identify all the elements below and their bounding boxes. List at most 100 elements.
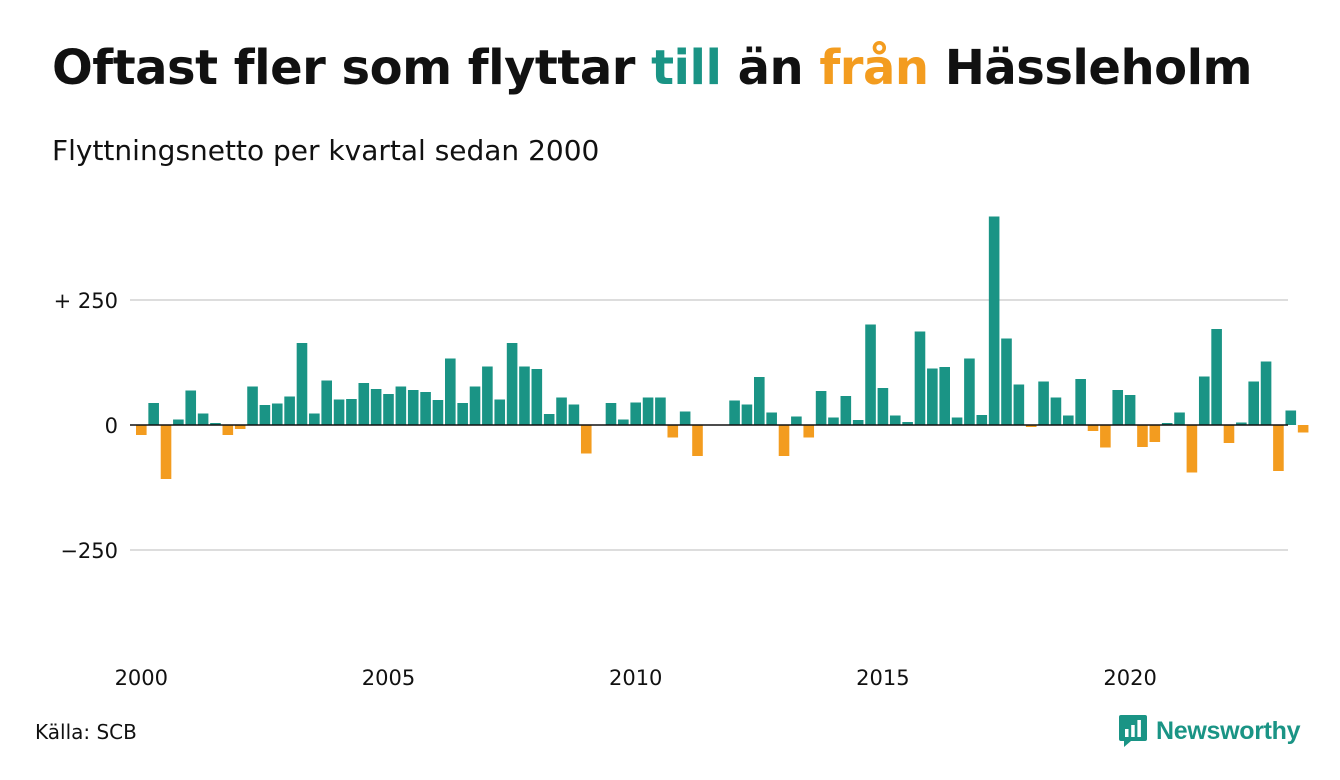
bar-positive: [420, 392, 431, 425]
bar-negative: [1087, 425, 1099, 431]
bar-positive: [815, 391, 827, 425]
bar-positive: [729, 400, 740, 425]
bar-positive: [1161, 423, 1173, 425]
bar-negative: [1223, 425, 1235, 443]
bar-negative: [160, 425, 172, 479]
bar-positive: [494, 399, 506, 425]
bar-positive: [1038, 381, 1049, 425]
bar-positive: [519, 366, 530, 425]
bar-positive: [333, 399, 345, 425]
bar-positive: [679, 411, 691, 425]
bar-positive: [556, 397, 567, 425]
bar-positive: [655, 397, 666, 425]
bar-negative: [1137, 425, 1148, 447]
grid-lines: [130, 299, 1288, 551]
bar-negative: [136, 425, 147, 435]
bar-positive: [296, 343, 308, 425]
bar-negative: [692, 425, 703, 456]
bar-positive: [1013, 384, 1025, 425]
title-part2: än: [721, 40, 820, 96]
bar-negative: [1100, 425, 1111, 448]
bar-positive: [407, 390, 419, 425]
x-tick-label: 2005: [362, 666, 415, 690]
x-tick-label: 2000: [115, 666, 168, 690]
bar-negative: [1186, 425, 1198, 473]
bar-positive: [1174, 412, 1185, 425]
chart-title: Oftast fler som flyttar till än från Häs…: [52, 40, 1253, 96]
bar-positive: [877, 388, 889, 425]
bar-positive: [852, 420, 864, 425]
bar-positive: [1236, 422, 1247, 425]
bar-positive: [148, 403, 159, 425]
x-tick-label: 2020: [1103, 666, 1156, 690]
bar-positive: [506, 343, 518, 425]
x-tick-label: 2010: [609, 666, 662, 690]
bar-negative: [778, 425, 790, 456]
bar-positive: [321, 380, 332, 425]
bar-positive: [1285, 410, 1297, 425]
bar-positive: [346, 399, 357, 425]
bar-positive: [358, 383, 370, 425]
bar-positive: [791, 416, 802, 425]
title-part3: Hässleholm: [928, 40, 1253, 96]
bar-positive: [383, 394, 394, 425]
y-tick-label: + 250: [54, 289, 118, 313]
bar-positive: [1001, 338, 1012, 425]
bar-positive: [1248, 381, 1259, 425]
bar-positive: [370, 389, 382, 425]
bar-negative: [222, 425, 234, 435]
bar-positive: [568, 404, 580, 425]
title-part1: Oftast fler som flyttar: [52, 40, 652, 96]
bar-positive: [889, 415, 901, 425]
bar-positive: [1198, 376, 1210, 425]
bar-positive: [1260, 361, 1272, 425]
bar-positive: [865, 324, 876, 425]
y-axis-ticks: + 250 0 −250: [54, 289, 118, 563]
bar-positive: [1112, 390, 1124, 425]
bar-positive: [469, 386, 481, 425]
bar-positive: [840, 396, 852, 425]
bars: [136, 216, 1309, 479]
bar-positive: [482, 366, 493, 425]
bar-positive: [828, 417, 839, 425]
bar-negative: [1273, 425, 1284, 471]
bar-negative: [667, 425, 679, 438]
source-label: Källa: SCB: [35, 720, 137, 744]
bar-positive: [173, 419, 184, 425]
title-till: till: [651, 40, 722, 96]
bar-positive: [259, 405, 271, 425]
bar-negative: [1025, 425, 1037, 427]
bar-positive: [210, 423, 221, 425]
bar-positive: [1050, 397, 1062, 425]
y-tick-label: −250: [60, 539, 118, 563]
bar-positive: [914, 331, 926, 425]
bar-negative: [803, 425, 815, 438]
bar-positive: [939, 367, 950, 425]
bar-positive: [964, 358, 975, 425]
bar-positive: [741, 404, 753, 425]
bar-positive: [605, 403, 617, 425]
bar-positive: [902, 422, 913, 425]
bar-positive: [395, 386, 407, 425]
bar-positive: [927, 368, 938, 425]
bar-positive: [988, 216, 1000, 425]
bar-positive: [1211, 329, 1222, 425]
bar-positive: [271, 403, 283, 425]
brand-name: Newsworthy: [1156, 716, 1301, 745]
bar-positive: [284, 396, 295, 425]
bar-positive: [630, 402, 641, 425]
newsworthy-logo-icon: [1119, 715, 1147, 747]
bar-negative: [580, 425, 592, 454]
bar-positive: [197, 413, 209, 425]
bar-positive: [531, 369, 543, 425]
bar-positive: [445, 358, 456, 425]
bar-positive: [951, 417, 963, 425]
y-tick-label: 0: [105, 414, 118, 438]
bar-positive: [754, 377, 765, 425]
title-fran: från: [819, 40, 929, 96]
bar-positive: [457, 403, 468, 425]
bar-positive: [1124, 395, 1136, 425]
bar-positive: [642, 397, 654, 425]
bar-negative: [1149, 425, 1161, 442]
